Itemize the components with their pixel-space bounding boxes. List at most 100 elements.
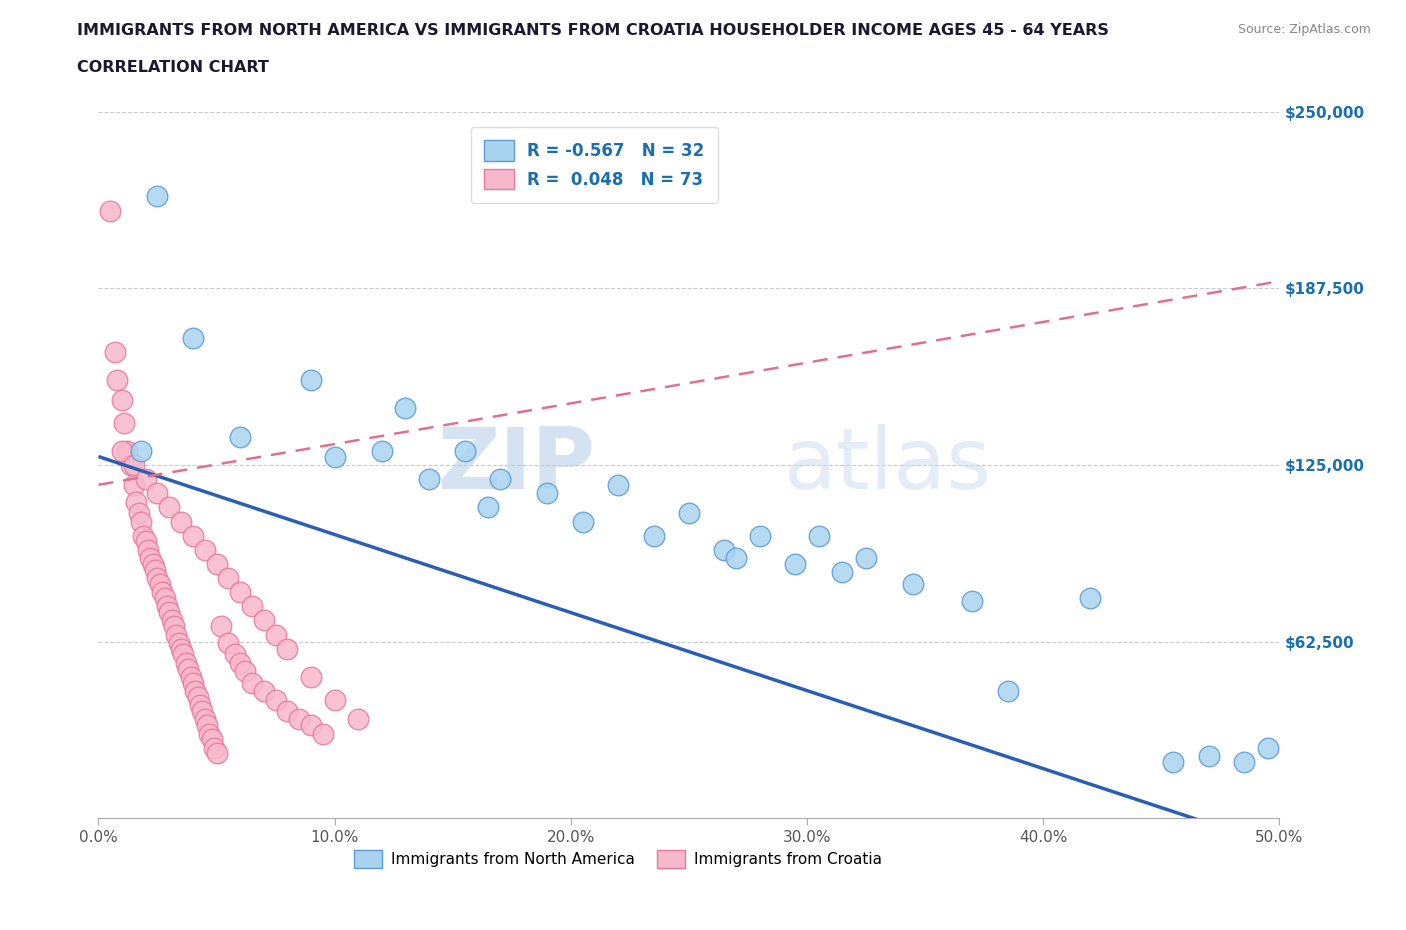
Point (195, 718, 218, 733)
Point (194, 712, 217, 727)
Point (312, 726, 335, 741)
Point (229, 656, 252, 671)
Text: IMMIGRANTS FROM NORTH AMERICA VS IMMIGRANTS FROM CROATIA HOUSEHOLDER INCOME AGES: IMMIGRANTS FROM NORTH AMERICA VS IMMIGRA… (77, 23, 1109, 38)
Point (394, 401, 416, 416)
Point (122, 458, 145, 472)
Point (489, 472, 512, 486)
Text: atlas: atlas (783, 423, 991, 507)
Point (98, 203, 121, 218)
Point (299, 718, 322, 733)
Point (453, 444, 475, 458)
Point (146, 571, 169, 586)
Point (172, 647, 194, 662)
Point (785, 556, 807, 571)
Point (135, 472, 157, 486)
Point (139, 551, 162, 565)
Point (477, 500, 499, 515)
Point (217, 571, 239, 586)
Point (180, 670, 202, 684)
Point (105, 373, 128, 388)
Point (104, 344, 127, 359)
Point (725, 551, 748, 565)
Point (205, 556, 228, 571)
Point (160, 613, 183, 628)
Point (112, 415, 135, 430)
Point (209, 618, 232, 633)
Point (678, 506, 700, 521)
Point (276, 703, 298, 718)
Point (181, 330, 204, 345)
Point (323, 449, 346, 464)
Text: ZIP: ZIP (437, 423, 595, 507)
Point (536, 485, 558, 500)
Point (191, 703, 214, 718)
Point (997, 684, 1019, 698)
Point (143, 562, 166, 577)
Point (229, 585, 252, 600)
Point (167, 636, 190, 651)
Point (903, 577, 925, 591)
Point (224, 647, 246, 662)
Point (146, 485, 169, 500)
Point (135, 534, 157, 549)
Text: CORRELATION CHART: CORRELATION CHART (77, 60, 269, 75)
Point (184, 684, 207, 698)
Point (170, 642, 193, 657)
Point (713, 542, 735, 557)
Point (276, 642, 298, 657)
Point (202, 740, 225, 755)
Point (288, 712, 311, 727)
Legend: Immigrants from North America, Immigrants from Croatia: Immigrants from North America, Immigrant… (347, 844, 889, 874)
Point (194, 542, 217, 557)
Point (149, 577, 172, 591)
Point (125, 495, 148, 510)
Point (253, 684, 276, 698)
Point (643, 528, 665, 543)
Point (1080, 591, 1102, 605)
Point (1161, 754, 1184, 769)
Point (748, 528, 770, 543)
Point (177, 661, 200, 676)
Point (205, 746, 228, 761)
Point (128, 506, 150, 521)
Point (1233, 754, 1256, 769)
Point (111, 392, 134, 407)
Point (240, 675, 263, 690)
Point (129, 444, 152, 458)
Point (142, 556, 165, 571)
Point (163, 618, 186, 633)
Point (571, 514, 593, 529)
Point (156, 599, 179, 614)
Point (129, 514, 152, 529)
Point (121, 458, 143, 472)
Point (181, 528, 204, 543)
Point (153, 591, 176, 605)
Point (174, 656, 197, 671)
Point (170, 514, 193, 529)
Point (1257, 740, 1279, 755)
Point (146, 189, 169, 204)
Point (198, 726, 221, 741)
Point (111, 444, 134, 458)
Point (115, 444, 138, 458)
Point (807, 528, 830, 543)
Point (1198, 749, 1220, 764)
Point (136, 542, 159, 557)
Point (217, 636, 239, 651)
Point (181, 675, 204, 690)
Point (157, 604, 180, 619)
Point (962, 593, 984, 608)
Point (188, 698, 211, 712)
Point (607, 477, 630, 492)
Point (855, 551, 877, 565)
Point (229, 430, 252, 445)
Point (233, 664, 256, 679)
Point (831, 565, 853, 580)
Point (157, 500, 180, 515)
Point (299, 373, 322, 388)
Point (187, 689, 209, 704)
Text: Source: ZipAtlas.com: Source: ZipAtlas.com (1237, 23, 1371, 36)
Point (240, 599, 263, 614)
Point (165, 627, 187, 642)
Point (418, 472, 440, 486)
